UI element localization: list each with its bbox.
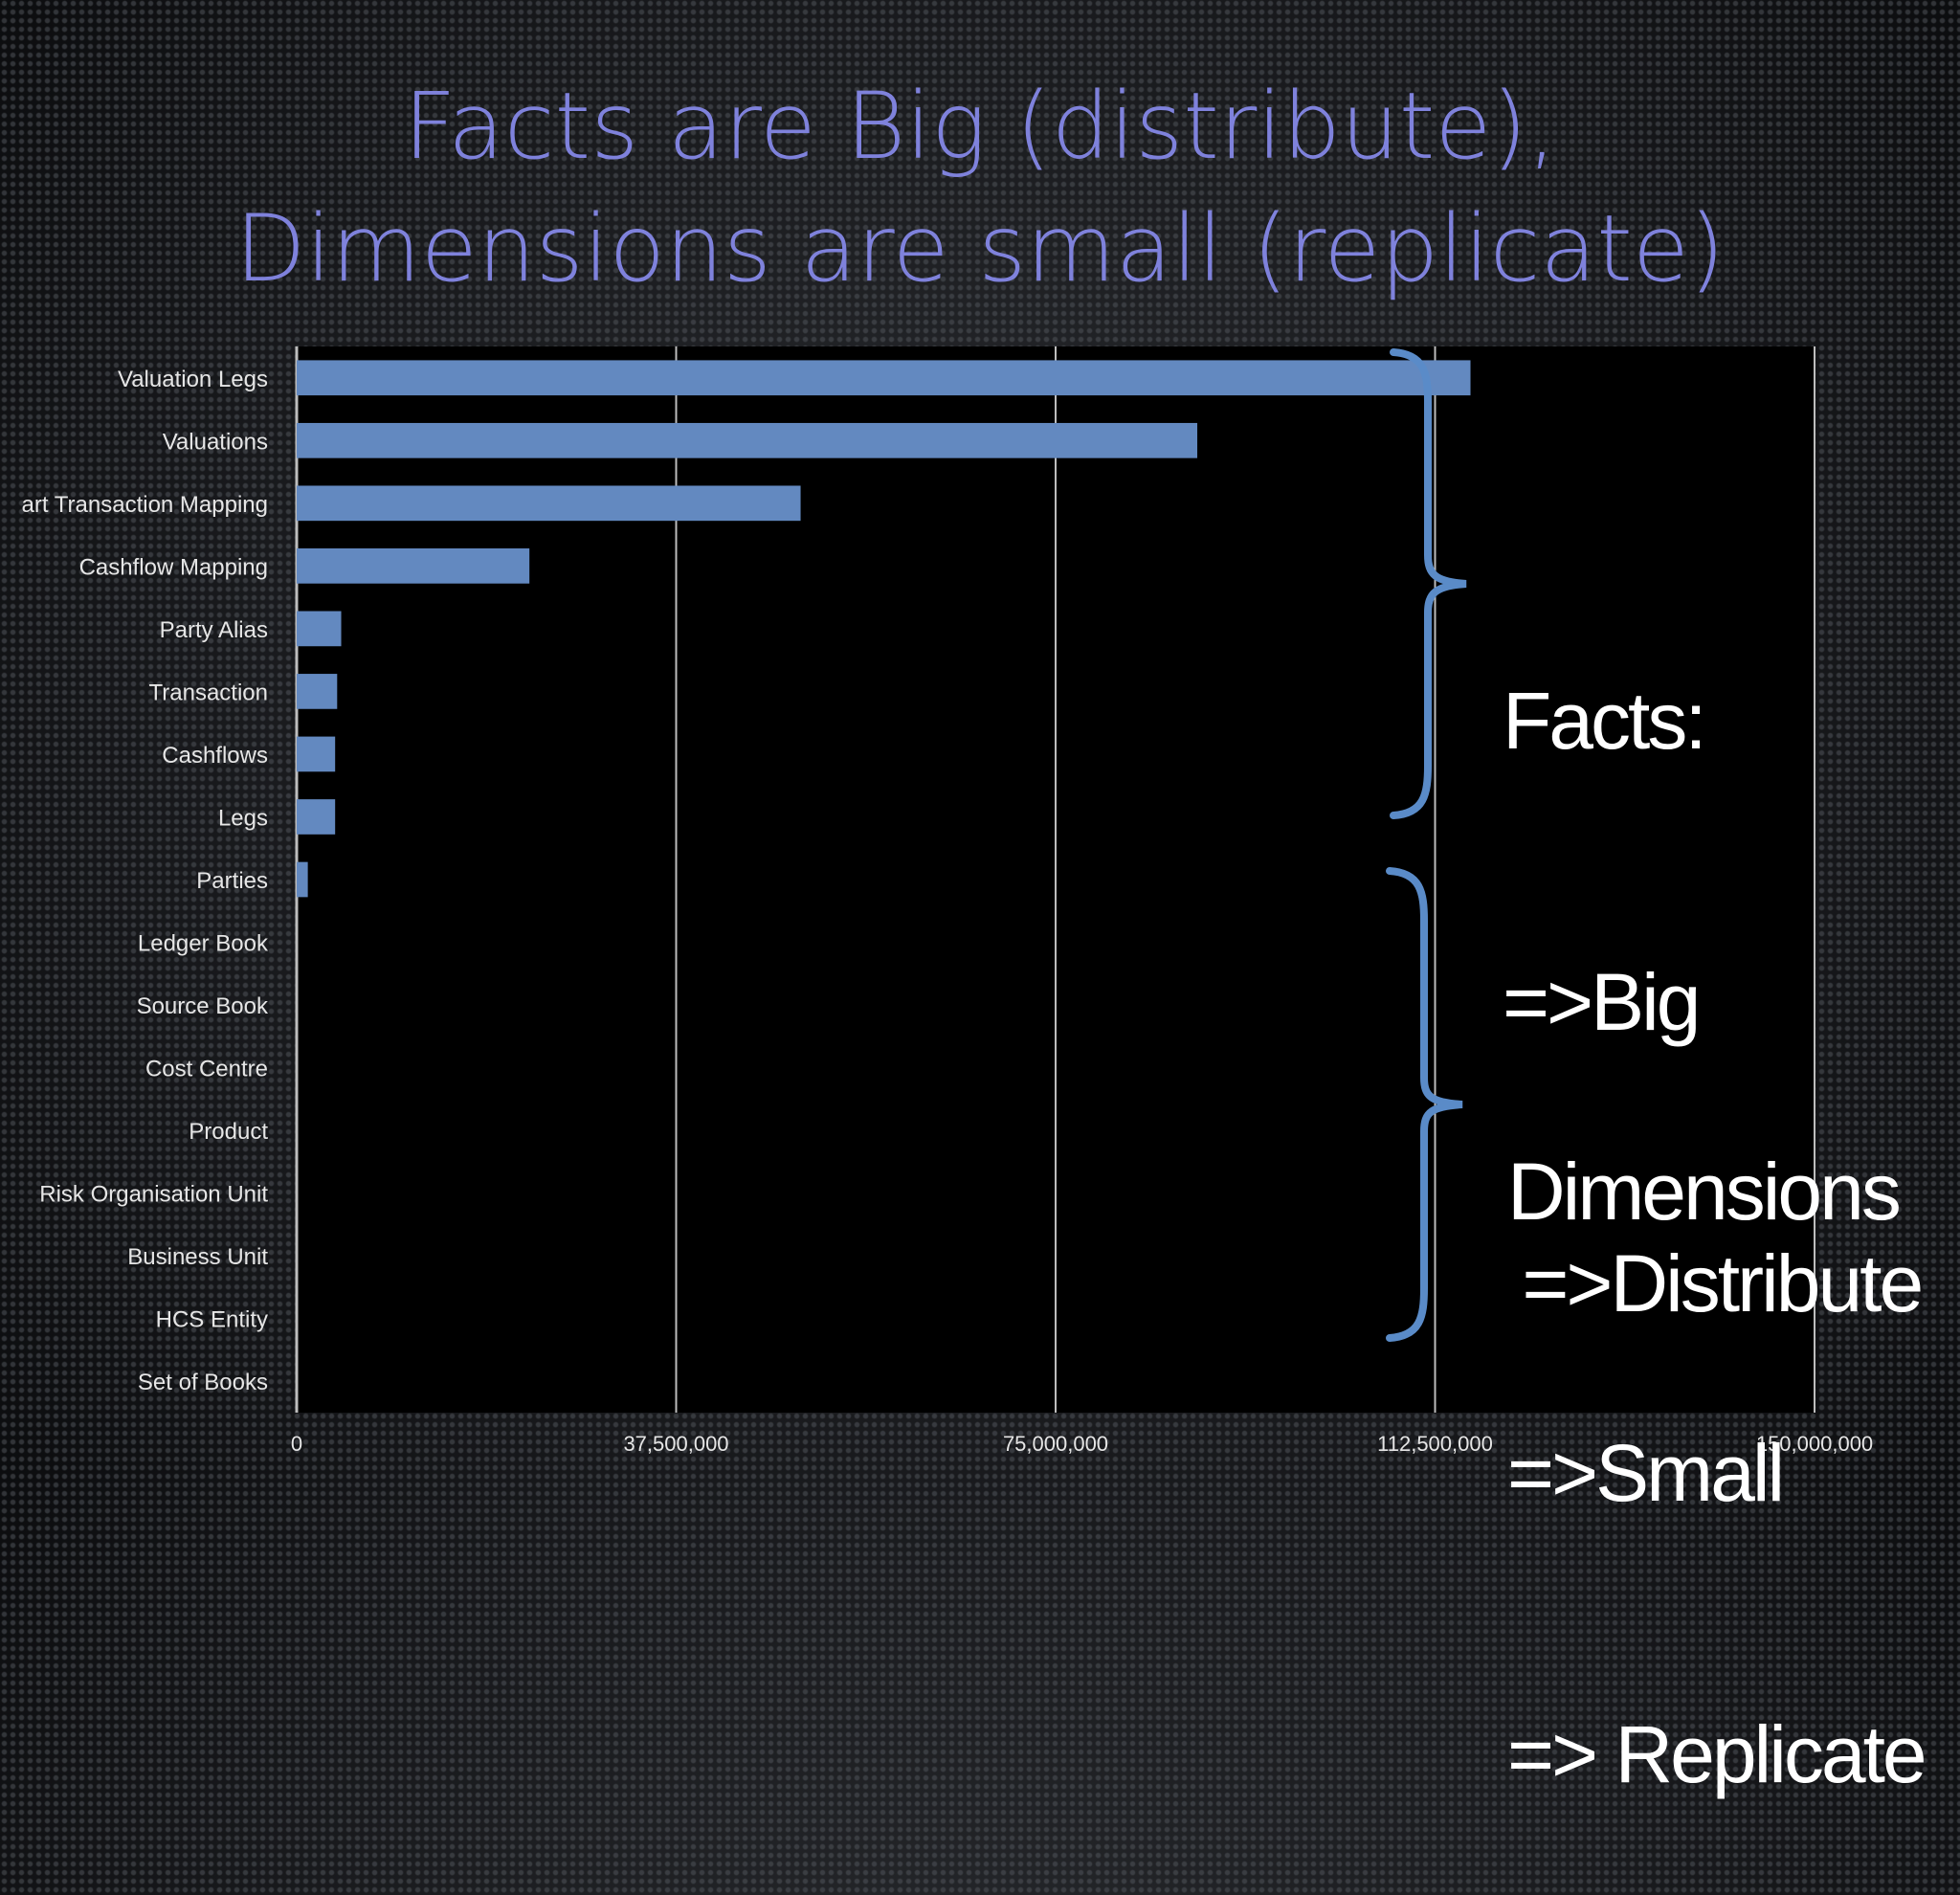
x-tick-label: 75,000,000 — [1003, 1432, 1108, 1456]
category-label: Business Unit — [127, 1244, 268, 1270]
category-label: art Transaction Mapping — [22, 492, 268, 518]
bar — [297, 611, 342, 647]
category-label: Legs — [218, 805, 268, 831]
category-label: HCS Entity — [156, 1307, 268, 1333]
facts-line-3: =>Distribute — [1503, 1238, 1924, 1328]
facts-line-2: =>Big — [1503, 957, 1702, 1047]
category-label: Ledger Book — [138, 931, 269, 957]
category-label: Risk Organisation Unit — [39, 1182, 268, 1208]
category-label: Product — [189, 1119, 268, 1145]
bar — [297, 548, 530, 584]
bar — [297, 422, 1198, 458]
bar — [297, 799, 336, 835]
x-tick-label: 0 — [291, 1432, 302, 1456]
bar — [297, 736, 336, 772]
dimensions-line-1: Dimensions — [1507, 1147, 1902, 1237]
dimensions-brace — [1386, 867, 1463, 1342]
dimensions-line-2: =>Small — [1507, 1428, 1785, 1518]
bar — [297, 674, 338, 709]
category-label: Source Book — [137, 993, 269, 1019]
x-tick-label: 112,500,000 — [1377, 1432, 1493, 1456]
category-label: Party Alias — [160, 617, 268, 643]
category-label: Valuations — [163, 429, 268, 455]
category-label: Cashflows — [162, 743, 268, 769]
category-label: Cost Centre — [145, 1057, 268, 1082]
category-label: Transaction — [149, 680, 269, 705]
category-label: Valuation Legs — [118, 367, 268, 392]
category-label: Parties — [196, 868, 268, 894]
bar-chart: Valuation Legs Valuations art Transaction … — [22, 346, 1873, 1456]
facts-brace — [1390, 348, 1467, 819]
category-label: Cashflow Mapping — [79, 554, 268, 580]
category-labels: Valuation Legs Valuations art Transaction … — [22, 367, 269, 1395]
bars — [297, 360, 1471, 898]
gridlines — [295, 346, 1815, 1413]
dimensions-annotation: Dimensions =>Small => Replicate — [1507, 957, 1927, 1895]
bar — [297, 485, 801, 522]
x-tick-label: 150,000,000 — [1756, 1432, 1873, 1456]
category-label: Set of Books — [138, 1370, 268, 1395]
dimensions-line-3: => Replicate — [1507, 1709, 1927, 1799]
bar — [297, 861, 308, 898]
x-tick-labels: 0 37,500,000 75,000,000 112,500,000 150,000,… — [291, 1432, 1873, 1456]
bar — [297, 360, 1471, 396]
facts-annotation: Facts: =>Big =>Distribute — [1503, 486, 1924, 1424]
slide-title-line-1: Facts are Big (distribute), — [403, 73, 1557, 180]
facts-line-1: Facts: — [1503, 676, 1707, 766]
x-tick-label: 37,500,000 — [623, 1432, 728, 1456]
slide-title-line-2: Dimensions are small (replicate) — [234, 195, 1726, 302]
